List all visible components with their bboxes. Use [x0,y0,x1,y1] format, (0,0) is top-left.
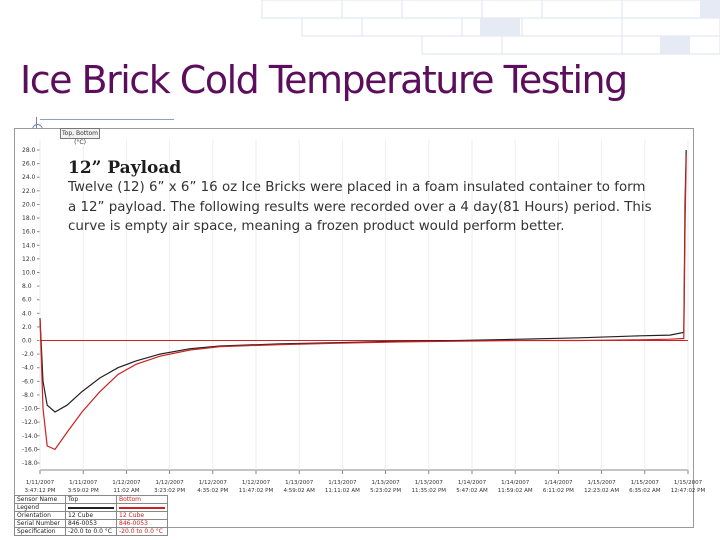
y-tick-label: -16.0 [22,446,38,453]
decorative-line [40,119,174,120]
x-tick-time-label: 3:59:02 PM [68,488,99,494]
y-tick-label: 24.0 [22,174,36,181]
legend-row-legend: Legend [14,503,168,512]
x-tick-date-label: 1/14/2007 [501,480,530,486]
x-tick-date-label: 1/12/2007 [199,480,228,486]
x-tick-date-label: 1/11/2007 [26,480,55,486]
legend-label: Specification [14,527,66,536]
x-tick-time-label: 4:59:02 AM [283,488,315,494]
x-tick-date-label: 1/15/2007 [587,480,616,486]
legend-top-swatch [65,503,117,512]
x-tick-date-label: 1/13/2007 [285,480,314,486]
series-tab: Top, Bottom (°C) [60,128,100,146]
y-tick-label: 0.0 [22,338,32,345]
plot-frame [14,128,694,528]
x-tick-time-label: 11:47:02 PM [239,488,274,494]
legend-label: Orientation [14,511,66,520]
y-tick-label: 4.0 [22,310,32,317]
x-tick-date-label: 1/14/2007 [544,480,573,486]
x-tick-date-label: 1/12/2007 [242,480,271,486]
y-tick-label: 18.0 [22,215,36,222]
legend-label: Legend [14,503,66,512]
y-tick-label: -6.0 [22,378,34,385]
legend-bottom-value: 846-0053 [116,519,168,528]
legend-row-sensor-name: Sensor Name Top Bottom [14,495,168,504]
payload-description: Twelve (12) 6” x 6” 16 oz Ice Bricks wer… [68,180,652,234]
y-tick-label: -12.0 [22,419,38,426]
legend-row-orientation: Orientation 12 Cube 12 Cube [14,511,168,520]
y-tick-label: 20.0 [22,201,36,208]
y-tick-label: 26.0 [22,161,36,168]
x-tick-date-label: 1/14/2007 [458,480,487,486]
payload-title: 12” Payload [68,158,182,178]
legend-top-value: Top [65,495,117,504]
legend-row-specification: Specification -20.0 to 0.0 °C -20.0 to 0… [14,527,168,536]
legend-row-serial-number: Serial Number 846-0053 846-0053 [14,519,168,528]
sensor-legend-table: Sensor Name Top Bottom Legend Orientatio… [14,495,168,536]
x-tick-time-label: 11:02 AM [113,488,139,494]
legend-bottom-value: -20.0 to 0.0 °C [116,527,168,536]
background-tile-grid [261,0,720,55]
x-tick-date-label: 1/12/2007 [112,480,141,486]
legend-label: Serial Number [14,519,66,528]
y-tick-label: 6.0 [22,297,32,304]
x-tick-time-label: 12:47:02 PM [671,488,706,494]
y-tick-label: -10.0 [22,406,38,413]
x-tick-date-label: 1/13/2007 [415,480,444,486]
slide-title: Ice Brick Cold Temperature Testing [20,58,628,102]
y-tick-label: 10.0 [22,269,36,276]
y-tick-label: 28.0 [22,147,36,154]
y-tick-label: -18.0 [22,460,38,467]
legend-label: Sensor Name [14,495,66,504]
x-tick-time-label: 5:47:02 AM [456,488,488,494]
x-tick-time-label: 11:35:02 PM [412,488,447,494]
x-tick-time-label: 3:47:12 PM [24,488,55,494]
y-tick-label: 14.0 [22,242,36,249]
legend-top-value: -20.0 to 0.0 °C [65,527,117,536]
x-tick-time-label: 3:23:02 PM [154,488,185,494]
x-tick-time-label: 5:23:02 PM [370,488,401,494]
y-tick-label: 8.0 [22,283,32,290]
x-tick-date-label: 1/15/2007 [674,480,703,486]
legend-top-value: 12 Cube [65,511,117,520]
x-tick-time-label: 6:35:02 AM [629,488,661,494]
legend-bottom-value: Bottom [116,495,168,504]
y-tick-label: -2.0 [22,351,34,358]
y-tick-label: 22.0 [22,188,36,195]
x-tick-date-label: 1/13/2007 [328,480,357,486]
y-tick-label: 12.0 [22,256,36,263]
y-tick-label: 2.0 [22,324,32,331]
legend-bottom-swatch [116,503,168,512]
x-tick-date-label: 1/13/2007 [371,480,400,486]
y-tick-label: -8.0 [22,392,34,399]
y-tick-label: 16.0 [22,229,36,236]
x-tick-time-label: 12:23:02 AM [584,488,619,494]
x-tick-time-label: 11:59:02 AM [498,488,533,494]
legend-top-value: 846-0053 [65,519,117,528]
y-tick-label: -4.0 [22,365,34,372]
x-tick-time-label: 11:11:02 AM [325,488,360,494]
x-tick-time-label: 6:11:02 PM [543,488,574,494]
x-tick-time-label: 4:35:02 PM [197,488,228,494]
x-tick-date-label: 1/12/2007 [155,480,184,486]
y-tick-label: -14.0 [22,433,38,440]
x-tick-date-label: 1/15/2007 [631,480,660,486]
series-line-bottom [39,156,687,451]
x-tick-date-label: 1/11/2007 [69,480,98,486]
legend-bottom-value: 12 Cube [116,511,168,520]
